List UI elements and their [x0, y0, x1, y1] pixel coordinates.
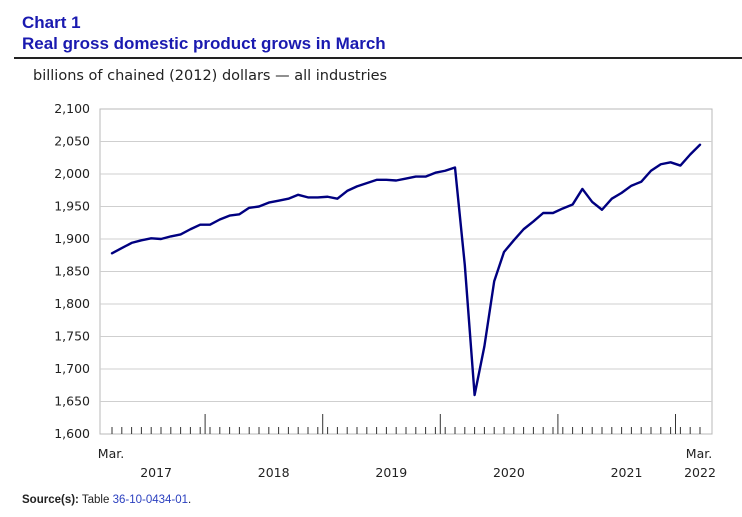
y-tick-label: 1,600	[54, 426, 90, 441]
header-rule	[14, 57, 742, 59]
series-line-all-industries	[110, 143, 702, 397]
y-tick-label: 1,850	[54, 264, 90, 279]
x-year-label: 2021	[611, 465, 643, 480]
y-tick-label: 1,800	[54, 296, 90, 311]
chart-header: Chart 1 Real gross domestic product grow…	[22, 12, 386, 54]
grid-layer	[99, 108, 713, 435]
label-layer: 1,600 1,650 1,700 1,750 1,800 1,850 1,900 1,950…	[54, 101, 716, 480]
y-axis-unit-label: billions of chained (2012) dollars — all…	[33, 68, 388, 84]
x-end-month-label: Mar.	[686, 446, 712, 461]
y-tick-label: 2,100	[54, 101, 90, 116]
x-year-label: 2019	[375, 465, 407, 480]
x-year-label: 2020	[493, 465, 525, 480]
x-year-label: 2018	[258, 465, 290, 480]
y-tick-label: 1,650	[54, 394, 90, 409]
chart-number: Chart 1	[22, 13, 81, 32]
source-label: Source(s):	[22, 494, 79, 506]
y-tick-label: 1,750	[54, 329, 90, 344]
x-year-label: 2022	[684, 465, 716, 480]
y-tick-label: 2,000	[54, 166, 90, 181]
source-note: Source(s): Table 36-10-0434-01.	[22, 494, 191, 506]
x-start-month-label: Mar.	[98, 446, 124, 461]
chart-title: Real gross domestic product grows in Mar…	[22, 34, 386, 53]
series-layer	[110, 143, 702, 397]
source-end: .	[188, 494, 192, 506]
source-text: Table	[81, 494, 110, 506]
y-tick-label: 1,950	[54, 199, 90, 214]
y-tick-label: 2,050	[54, 134, 90, 149]
axis-layer	[111, 414, 701, 434]
source-table-link[interactable]: 36-10-0434-01	[112, 494, 189, 506]
x-year-label: 2017	[140, 465, 172, 480]
y-tick-label: 1,700	[54, 361, 90, 376]
y-tick-label: 1,900	[54, 231, 90, 246]
